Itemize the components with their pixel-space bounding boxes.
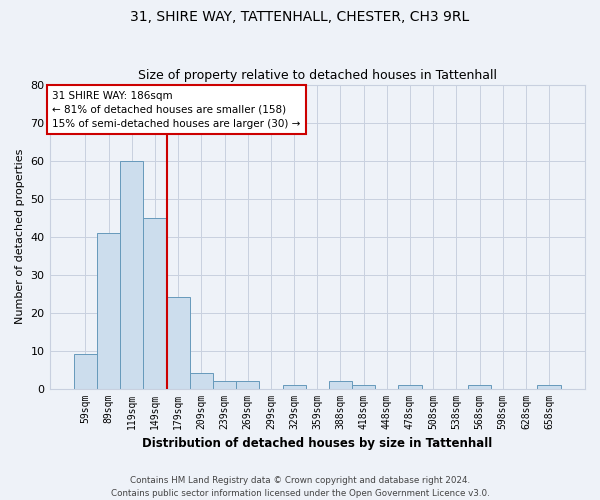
Bar xyxy=(74,354,97,388)
Bar xyxy=(167,298,190,388)
Bar xyxy=(236,381,259,388)
Bar xyxy=(120,160,143,388)
Bar xyxy=(190,374,213,388)
Title: Size of property relative to detached houses in Tattenhall: Size of property relative to detached ho… xyxy=(138,69,497,82)
Bar xyxy=(468,385,491,388)
Bar xyxy=(283,385,305,388)
Y-axis label: Number of detached properties: Number of detached properties xyxy=(15,149,25,324)
Bar xyxy=(352,385,375,388)
Bar xyxy=(143,218,167,388)
Bar xyxy=(398,385,422,388)
Text: 31 SHIRE WAY: 186sqm
← 81% of detached houses are smaller (158)
15% of semi-deta: 31 SHIRE WAY: 186sqm ← 81% of detached h… xyxy=(52,90,301,128)
Bar xyxy=(538,385,560,388)
Text: 31, SHIRE WAY, TATTENHALL, CHESTER, CH3 9RL: 31, SHIRE WAY, TATTENHALL, CHESTER, CH3 … xyxy=(130,10,470,24)
X-axis label: Distribution of detached houses by size in Tattenhall: Distribution of detached houses by size … xyxy=(142,437,493,450)
Bar xyxy=(213,381,236,388)
Bar xyxy=(97,233,120,388)
Bar xyxy=(329,381,352,388)
Text: Contains HM Land Registry data © Crown copyright and database right 2024.
Contai: Contains HM Land Registry data © Crown c… xyxy=(110,476,490,498)
